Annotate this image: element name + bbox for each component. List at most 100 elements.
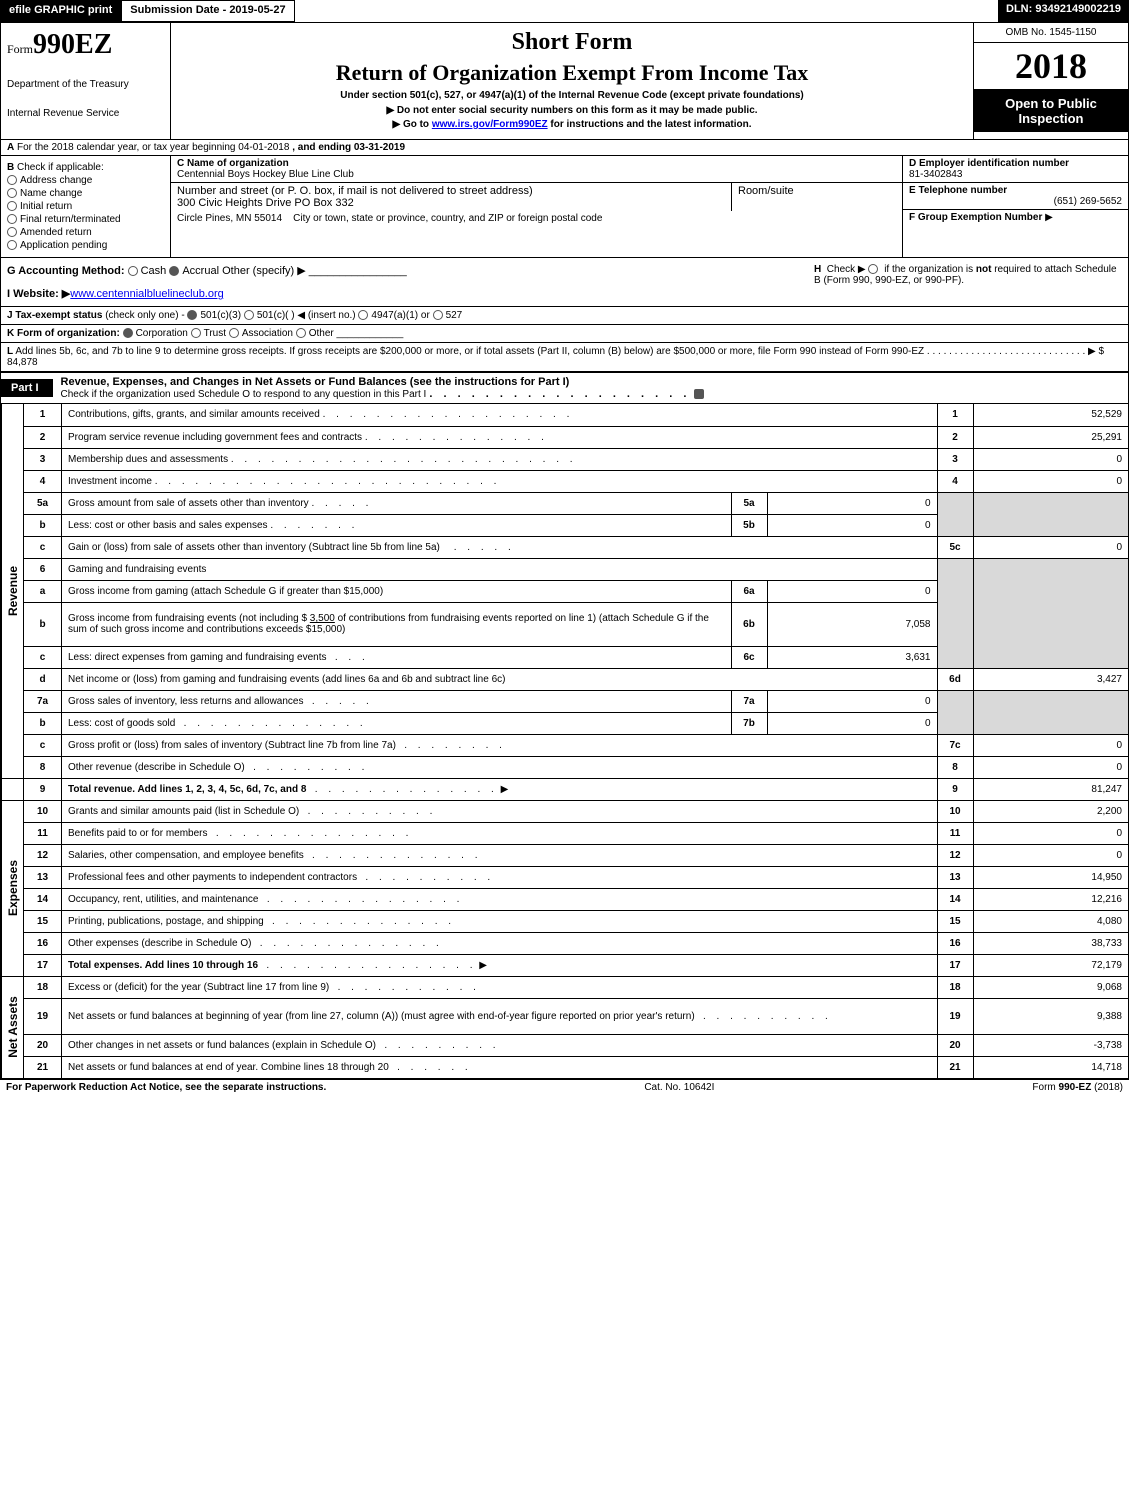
row-2-num: 2 [24,426,62,448]
row-16-desc: Other expenses (describe in Schedule O) … [62,932,938,954]
row-4-desc: Investment income . . . . . . . . . . . … [62,470,938,492]
row-8-num: 8 [24,756,62,778]
row-21-amt: 14,718 [973,1056,1128,1078]
row-14-amt: 12,216 [973,888,1128,910]
row-3-desc: Membership dues and assessments . . . . … [62,448,938,470]
row-17-num: 17 [24,954,62,976]
row-8-ln: 8 [937,756,973,778]
row-17-ln: 17 [937,954,973,976]
footer-center: Cat. No. 10642I [644,1082,714,1093]
shade-5 [937,492,973,536]
ein-value: 81-3402843 [909,169,1122,180]
chk-amended-return[interactable]: Amended return [20,227,92,238]
line-l: L Add lines 5b, 6c, and 7b to line 9 to … [1,343,1128,372]
row-16-amt: 38,733 [973,932,1128,954]
dept-treasury: Department of the Treasury [7,79,164,90]
omb-number: OMB No. 1545-1150 [974,23,1128,43]
row-6-desc: Gaming and fundraising events [62,558,938,580]
part1-label: Part I [1,379,53,397]
website-link[interactable]: www.centennialbluelineclub.org [70,288,223,300]
row-8-desc: Other revenue (describe in Schedule O) .… [62,756,938,778]
row-6a-num: a [24,580,62,602]
line-a: A For the 2018 calendar year, or tax yea… [1,140,1128,156]
line-g: G Accounting Method: Cash Accrual Other … [7,264,802,277]
row-7c-ln: 7c [937,734,973,756]
tax-year: 2018 [974,43,1128,90]
row-5a-desc: Gross amount from sale of assets other t… [62,492,732,514]
row-11-num: 11 [24,822,62,844]
efile-print-button[interactable]: efile GRAPHIC print [0,0,121,22]
revenue-vlabel-end [2,778,24,800]
section-b: B Check if applicable: Address change Na… [1,156,171,257]
phone-cell: E Telephone number (651) 269-5652 [903,183,1128,210]
chk-name-change[interactable]: Name change [20,188,82,199]
footer-right: Form 990-EZ (2018) [1032,1082,1123,1093]
chk-final-return[interactable]: Final return/terminated [20,214,121,225]
row-7a-subval: 0 [767,690,937,712]
chk-application-pending[interactable]: Application pending [20,240,107,251]
row-3-ln: 3 [937,448,973,470]
row-10-ln: 10 [937,800,973,822]
row-7c-num: c [24,734,62,756]
row-5a-sub: 5a [731,492,767,514]
header-subtitle: Under section 501(c), 527, or 4947(a)(1)… [183,90,961,101]
irs-link[interactable]: www.irs.gov/Form990EZ [432,119,548,130]
row-1-ln: 1 [937,404,973,426]
row-11-ln: 11 [937,822,973,844]
row-12-ln: 12 [937,844,973,866]
row-1-amt: 52,529 [973,404,1128,426]
row-6c-desc: Less: direct expenses from gaming and fu… [62,646,732,668]
org-name: Centennial Boys Hockey Blue Line Club [177,169,896,180]
row-6b-subval: 7,058 [767,602,937,646]
row-7a-num: 7a [24,690,62,712]
row-10-amt: 2,200 [973,800,1128,822]
ein-cell: D Employer identification number 81-3402… [903,156,1128,183]
row-12-num: 12 [24,844,62,866]
row-14-num: 14 [24,888,62,910]
form-prefix: Form [7,42,33,56]
part1-title: Revenue, Expenses, and Changes in Net As… [53,373,1128,403]
row-13-num: 13 [24,866,62,888]
chk-address-change[interactable]: Address change [20,175,92,186]
netassets-vlabel: Net Assets [2,976,24,1078]
row-3-amt: 0 [973,448,1128,470]
row-6-num: 6 [24,558,62,580]
row-15-num: 15 [24,910,62,932]
row-7c-desc: Gross profit or (loss) from sales of inv… [62,734,938,756]
chk-initial-return[interactable]: Initial return [20,201,72,212]
row-12-desc: Salaries, other compensation, and employ… [62,844,938,866]
row-4-ln: 4 [937,470,973,492]
shade-7 [937,690,973,734]
instr-goto: ▶ Go to www.irs.gov/Form990EZ for instru… [183,119,961,130]
row-19-amt: 9,388 [973,998,1128,1034]
city-state-zip: Circle Pines, MN 55014 [177,213,282,224]
row-6b-num: b [24,602,62,646]
row-6c-subval: 3,631 [767,646,937,668]
row-12-amt: 0 [973,844,1128,866]
phone-value: (651) 269-5652 [909,196,1122,207]
row-7a-desc: Gross sales of inventory, less returns a… [62,690,732,712]
row-21-ln: 21 [937,1056,973,1078]
row-6d-ln: 6d [937,668,973,690]
instr-ssn: ▶ Do not enter social security numbers o… [183,105,961,116]
row-15-amt: 4,080 [973,910,1128,932]
row-14-ln: 14 [937,888,973,910]
acct-accrual[interactable]: Accrual [182,265,219,277]
acct-cash[interactable]: Cash [141,265,167,277]
form-number: 990EZ [33,29,112,60]
revenue-vlabel: Revenue [2,404,24,778]
row-2-amt: 25,291 [973,426,1128,448]
room-suite-cell: Room/suite [732,183,902,211]
row-5c-desc: Gain or (loss) from sale of assets other… [62,536,938,558]
schedule-o-checkbox[interactable] [694,389,704,399]
row-5a-subval: 0 [767,492,937,514]
row-5b-sub: 5b [731,514,767,536]
row-6b-desc: Gross income from fundraising events (no… [62,602,732,646]
row-19-num: 19 [24,998,62,1034]
row-7b-subval: 0 [767,712,937,734]
row-6a-sub: 6a [731,580,767,602]
row-14-desc: Occupancy, rent, utilities, and maintena… [62,888,938,910]
row-13-desc: Professional fees and other payments to … [62,866,938,888]
row-17-desc: Total expenses. Add lines 10 through 16 … [62,954,938,976]
row-5c-num: c [24,536,62,558]
